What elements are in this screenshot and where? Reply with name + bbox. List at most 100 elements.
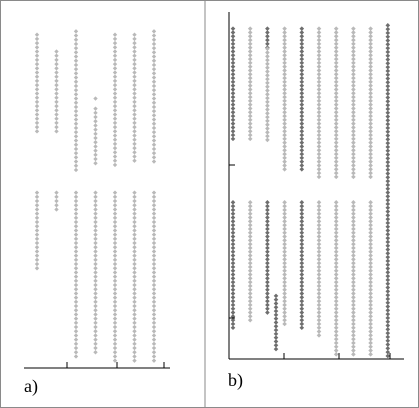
data-point: [299, 102, 305, 107]
data-point: [351, 200, 356, 205]
data-point: [93, 249, 98, 254]
data-point: [316, 147, 322, 153]
data-point: [282, 230, 287, 236]
data-point: [34, 99, 40, 105]
data-point: [132, 299, 137, 305]
data-point: [54, 49, 59, 54]
data-point: [385, 330, 391, 336]
data-point: [230, 121, 236, 126]
data-point: [316, 90, 322, 96]
data-point: [93, 240, 98, 246]
data-point: [299, 317, 305, 323]
data-point: [247, 60, 253, 66]
data-point: [34, 190, 40, 195]
data-point: [230, 241, 236, 247]
data-point: [368, 245, 373, 251]
data-point: [333, 249, 339, 255]
data-point: [73, 113, 79, 118]
data-point: [273, 308, 279, 314]
data-point: [299, 52, 305, 58]
data-point: [230, 245, 236, 251]
data-point: [299, 295, 305, 300]
data-point: [93, 236, 98, 242]
data-point: [385, 209, 391, 214]
data-point: [385, 121, 391, 127]
data-point: [368, 336, 373, 342]
data-point: [112, 236, 118, 242]
data-point: [299, 325, 305, 331]
data-point: [73, 190, 79, 195]
data-point: [73, 138, 79, 143]
data-point: [265, 133, 270, 139]
data-point: [132, 116, 137, 121]
data-point: [132, 49, 137, 54]
data-point: [368, 79, 373, 85]
data-point: [247, 314, 253, 319]
data-point: [73, 66, 79, 72]
data-point: [273, 304, 279, 310]
data-point: [73, 92, 79, 97]
data-point: [54, 99, 59, 105]
data-point: [351, 329, 356, 334]
data-point: [385, 205, 391, 211]
data-point: [316, 144, 322, 149]
data-point: [351, 136, 356, 142]
data-point: [385, 30, 391, 36]
data-point: [316, 226, 322, 232]
data-point: [368, 340, 373, 346]
data-point: [368, 257, 373, 262]
data-point: [385, 228, 391, 233]
data-point: [368, 352, 373, 357]
data-point: [112, 249, 118, 254]
data-point: [316, 155, 322, 161]
data-point: [112, 329, 118, 334]
data-point: [299, 79, 305, 85]
data-point: [316, 113, 322, 119]
data-point: [316, 215, 322, 220]
data-point: [282, 52, 287, 58]
data-point: [73, 219, 79, 225]
data-point: [230, 60, 236, 66]
data-point: [112, 129, 118, 134]
data-point: [73, 100, 79, 105]
data-point: [385, 270, 391, 275]
data-point: [316, 321, 322, 327]
data-point: [316, 60, 322, 66]
data-point: [282, 121, 287, 126]
data-point: [282, 71, 287, 77]
data-point: [299, 132, 305, 138]
data-point: [247, 106, 253, 111]
data-point: [151, 155, 157, 160]
data-point: [93, 219, 98, 225]
data-point: [368, 30, 373, 35]
data-point: [230, 200, 236, 205]
data-point: [112, 240, 118, 246]
data-point: [368, 90, 373, 96]
data-point: [282, 117, 287, 123]
data-point: [132, 194, 137, 200]
data-point: [368, 310, 373, 315]
data-point: [54, 108, 59, 113]
data-point: [34, 211, 40, 216]
data-point: [385, 285, 391, 290]
data-point: [230, 272, 236, 277]
data-point: [351, 302, 356, 308]
data-point: [34, 129, 40, 134]
data-point: [265, 26, 270, 31]
data-point: [368, 64, 373, 69]
data-point: [273, 312, 279, 318]
data-point: [282, 75, 287, 81]
data-point: [73, 324, 79, 330]
data-point: [316, 207, 322, 213]
data-point: [368, 203, 373, 209]
data-point: [112, 40, 118, 46]
data-point: [351, 238, 356, 243]
data-point: [265, 126, 270, 131]
data-point: [385, 197, 391, 203]
data-point: [151, 71, 157, 76]
data-point: [385, 247, 391, 252]
data-point: [265, 291, 270, 296]
data-point: [299, 272, 305, 277]
data-point: [316, 41, 322, 47]
data-point: [230, 314, 236, 319]
